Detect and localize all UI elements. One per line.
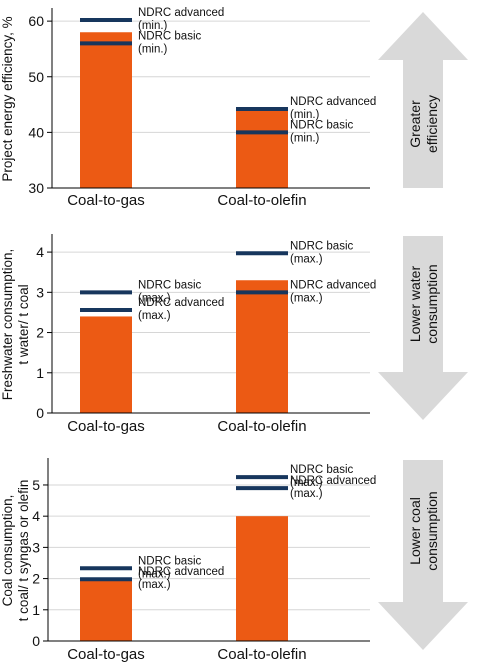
arrow-label: Lower coalconsumption (407, 491, 440, 570)
threshold-label: NDRC basic (min.) (290, 119, 354, 144)
y-tick-label: 1 (36, 365, 44, 381)
threshold-label-line: (max.) (290, 488, 323, 500)
category-label: Coal-to-olefin (217, 418, 306, 435)
threshold-label-line: NDRC basic (290, 240, 354, 252)
threshold-label-line: NDRC basic (138, 279, 202, 291)
threshold-label-line: (max.) (138, 568, 171, 580)
threshold-label-line: NDRC advanced (290, 96, 376, 108)
arrow-label-line: consumption (424, 491, 440, 570)
bar-coal-to-olefin (236, 280, 288, 413)
bar-coal-to-gas (80, 316, 132, 413)
threshold-label-line: (max.) (290, 477, 323, 489)
threshold-label-line: (max.) (290, 253, 323, 265)
threshold-label-line: (max.) (138, 292, 171, 304)
threshold-label: NDRC advanced (max.) (290, 279, 376, 304)
bar-coal-to-olefin (236, 110, 288, 188)
threshold-label-line: NDRC advanced (290, 475, 376, 487)
threshold-label: NDRC basic (max.) (290, 464, 354, 489)
category-label: Coal-to-gas (67, 418, 145, 435)
y-axis-title-line: t coal/ t syngas or olefin (16, 480, 31, 622)
y-axis-title: Freshwater consumption,t water/ t coal (0, 249, 31, 401)
y-tick-label: 2 (32, 571, 40, 587)
y-axis-title-line: Coal consumption, (0, 495, 15, 607)
threshold-label-line: (min.) (290, 132, 320, 144)
y-tick-label: 50 (28, 69, 44, 85)
y-tick-label: 0 (36, 405, 44, 421)
threshold-label: NDRC advanced (min.) (290, 96, 376, 121)
panel-1: NDRC advanced (min.)NDRC basic (min.)NDRC … (0, 7, 468, 209)
arrow-label-line: Lower water (407, 266, 423, 343)
y-tick-label: 2 (36, 325, 44, 341)
arrow-up-icon (378, 12, 468, 188)
threshold-label-line: NDRC advanced (138, 7, 224, 19)
y-axis-title-line: Project energy efficiency, % (0, 16, 15, 181)
category-label: Coal-to-olefin (217, 192, 306, 209)
bar-coal-to-olefin (236, 516, 288, 641)
bar-coal-to-gas (80, 32, 132, 188)
y-tick-label: 40 (28, 124, 44, 140)
arrow-label-line: Lower coal (407, 497, 423, 565)
category-label: Coal-to-gas (67, 192, 145, 209)
y-tick-label: 5 (32, 477, 40, 493)
y-tick-label: 30 (28, 180, 44, 196)
arrow-label: Lower waterconsumption (407, 264, 440, 343)
y-tick-label: 1 (32, 602, 40, 618)
threshold-label-line: NDRC advanced (138, 566, 224, 578)
threshold-label: NDRC advanced (min.) (138, 7, 224, 32)
y-axis-title-line: t water/ t coal (16, 284, 31, 364)
y-tick-label: 4 (32, 508, 40, 524)
y-axis-title: Project energy efficiency, % (0, 16, 15, 181)
threshold-label-line: NDRC advanced (138, 297, 224, 309)
threshold-label-line: NDRC basic (138, 555, 202, 567)
y-tick-label: 3 (36, 284, 44, 300)
threshold-label-line: NDRC basic (138, 30, 202, 42)
threshold-label: NDRC advanced (max.) (138, 297, 224, 322)
arrow-label-line: efficiency (424, 95, 440, 153)
y-axis-title-line: Freshwater consumption, (0, 249, 15, 401)
threshold-label-line: (max.) (138, 310, 171, 322)
threshold-label-line: (min.) (138, 20, 168, 32)
threshold-label: NDRC basic (min.) (138, 30, 202, 55)
y-tick-label: 4 (36, 244, 44, 260)
bar-coal-to-gas (80, 578, 132, 641)
y-axis-title: Coal consumption,t coal/ t syngas or ole… (0, 480, 31, 622)
category-label: Coal-to-olefin (217, 646, 306, 663)
arrow-label-line: consumption (424, 264, 440, 343)
threshold-label: NDRC basic (max.) (138, 555, 202, 580)
arrow-label: Greaterefficiency (407, 95, 440, 153)
threshold-label-line: (max.) (290, 292, 323, 304)
y-tick-label: 0 (32, 633, 40, 649)
panel-2: NDRC basic (max.)NDRC advanced (max.)NDRC … (0, 234, 468, 435)
arrow-down-icon (378, 236, 468, 420)
threshold-label-line: (max.) (138, 579, 171, 591)
threshold-label: NDRC basic (max.) (290, 240, 354, 265)
threshold-label: NDRC advanced (max.) (290, 475, 376, 500)
arrow-down-icon (378, 460, 468, 650)
threshold-label-line: NDRC basic (290, 119, 354, 131)
threshold-label-line: NDRC basic (290, 464, 354, 476)
y-tick-label: 60 (28, 13, 44, 29)
panel-3: NDRC basic (max.)NDRC advanced (max.)NDRC … (0, 458, 468, 663)
arrow-label-line: Greater (407, 100, 423, 148)
threshold-label-line: (min.) (290, 109, 320, 121)
threshold-label: NDRC basic (max.) (138, 279, 202, 304)
category-label: Coal-to-gas (67, 646, 145, 663)
threshold-label-line: (min.) (138, 43, 168, 55)
y-tick-label: 3 (32, 539, 40, 555)
threshold-label: NDRC advanced (max.) (138, 566, 224, 591)
threshold-label-line: NDRC advanced (290, 279, 376, 291)
